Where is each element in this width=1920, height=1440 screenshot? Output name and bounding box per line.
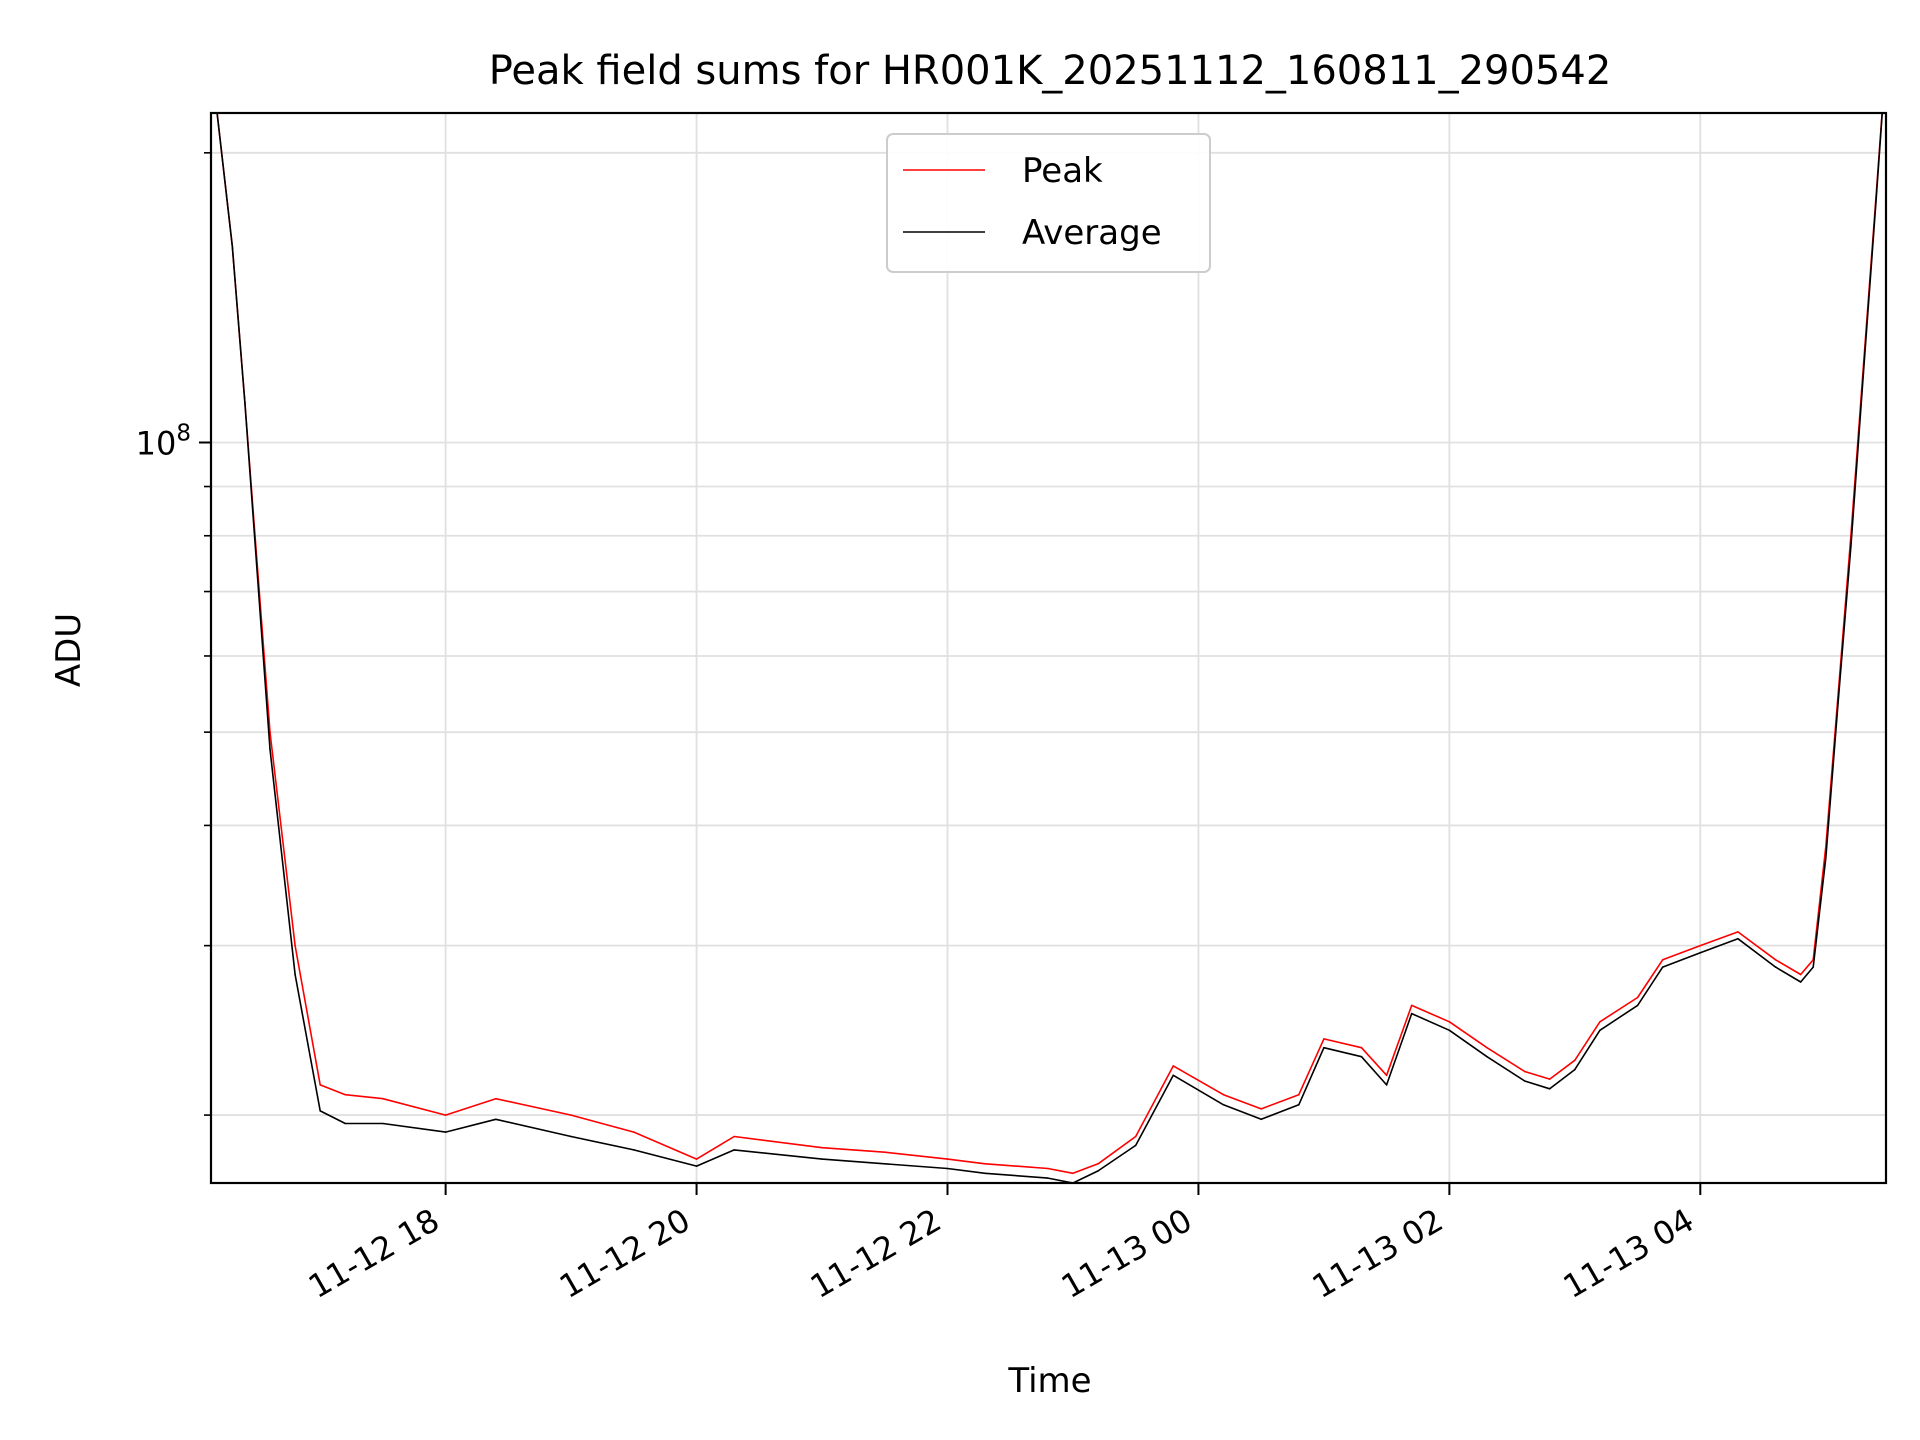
data-point-average — [1837, 699, 1840, 701]
data-point-peak — [495, 1097, 497, 1100]
data-point-average — [1385, 1084, 1388, 1086]
data-point-average — [269, 748, 271, 750]
data-point-peak — [1047, 1167, 1049, 1170]
data-point-peak — [1636, 996, 1639, 999]
y-axis: 108 — [136, 152, 211, 1116]
chart-title: Peak field sums for HR001K_20251112_1608… — [489, 48, 1612, 94]
data-point-average — [1636, 1004, 1639, 1007]
data-point-average — [733, 1149, 735, 1151]
data-point-average — [1599, 1029, 1601, 1032]
data-point-peak — [319, 1084, 322, 1086]
data-point-average — [695, 1165, 698, 1167]
data-point-peak — [1097, 1163, 1099, 1165]
data-point-peak — [1661, 959, 1664, 961]
data-point-peak — [344, 1093, 347, 1096]
data-point-average — [984, 1172, 986, 1175]
data-point-average — [1323, 1046, 1325, 1049]
data-point-average — [1875, 200, 1877, 203]
y-axis-label: ADU — [49, 613, 89, 687]
data-point-peak — [633, 1131, 635, 1133]
data-point-peak — [984, 1163, 986, 1165]
data-point-average — [1850, 545, 1852, 548]
data-point-average — [382, 1122, 384, 1125]
data-point-average — [1661, 966, 1664, 968]
data-point-average — [1548, 1088, 1551, 1090]
data-point-average — [1486, 1055, 1488, 1058]
data-point-peak — [1134, 1135, 1137, 1138]
data-point-peak — [1486, 1046, 1488, 1049]
data-point-average — [1047, 1177, 1049, 1179]
data-point-average — [1862, 372, 1865, 375]
data-point-average — [294, 973, 296, 976]
data-point-average — [1360, 1055, 1363, 1058]
data-point-peak — [1448, 1021, 1451, 1023]
y-tick-label-base: 10 — [136, 424, 177, 462]
data-point-average — [1097, 1170, 1099, 1172]
data-point-peak — [570, 1114, 572, 1116]
data-point-average — [319, 1110, 322, 1112]
data-point-peak — [946, 1158, 949, 1160]
data-point-peak — [1260, 1108, 1262, 1110]
data-point-average — [1523, 1080, 1526, 1082]
data-point-peak — [1774, 959, 1777, 961]
data-point-peak — [695, 1158, 698, 1160]
data-point-peak — [1172, 1065, 1175, 1067]
data-point-peak — [294, 944, 296, 947]
data-point-peak — [1523, 1070, 1526, 1073]
data-point-average — [1260, 1118, 1262, 1121]
data-point-peak — [1737, 931, 1739, 933]
plot-area-frame — [209, 111, 1888, 1185]
data-point-average — [1298, 1104, 1300, 1106]
data-point-average — [1172, 1074, 1175, 1077]
data-point-average — [884, 1163, 886, 1165]
legend-box — [886, 133, 1211, 273]
data-point-average — [444, 1131, 447, 1133]
data-point-peak — [1599, 1021, 1601, 1023]
data-point-average — [1134, 1144, 1137, 1147]
data-point-peak — [269, 731, 271, 733]
data-point-peak — [1323, 1038, 1325, 1040]
data-point-peak — [1072, 1172, 1074, 1175]
data-point-peak — [1298, 1093, 1300, 1096]
data-point-average — [570, 1135, 572, 1138]
data-point-average — [1825, 857, 1827, 859]
data-point-average — [495, 1118, 497, 1121]
data-point-average — [946, 1167, 949, 1170]
data-point-average — [244, 401, 246, 404]
data-point-average — [1799, 981, 1802, 983]
data-point-peak — [821, 1146, 823, 1149]
data-point-average — [344, 1122, 347, 1125]
data-point-peak — [1222, 1093, 1225, 1096]
data-point-average — [821, 1158, 823, 1160]
legend: Peak Average — [886, 133, 1211, 273]
data-point-average — [1699, 951, 1702, 954]
data-point-peak — [1548, 1078, 1551, 1080]
data-point-average — [1410, 1012, 1413, 1015]
legend-peak-label: Peak — [1022, 151, 1103, 191]
data-point-average — [231, 245, 234, 247]
data-point-peak — [733, 1135, 735, 1138]
y-tick-label: 108 — [136, 420, 191, 462]
legend-average-label: Average — [1022, 213, 1162, 253]
data-point-peak — [1799, 973, 1802, 976]
data-point-average — [1774, 966, 1777, 968]
x-axis-label: Time — [1007, 1361, 1091, 1401]
data-point-peak — [1699, 944, 1702, 947]
data-point-average — [1737, 937, 1739, 940]
data-point-peak — [382, 1097, 384, 1100]
data-point-average — [1812, 966, 1814, 968]
data-point-peak — [1410, 1004, 1413, 1007]
series-layer — [216, 113, 1884, 1183]
y-tick-label-exponent: 8 — [176, 420, 191, 446]
data-point-average — [1574, 1068, 1576, 1071]
data-point-peak — [1385, 1074, 1388, 1077]
data-point-average — [1222, 1104, 1225, 1106]
data-point-peak — [884, 1151, 886, 1153]
data-point-peak — [1360, 1046, 1363, 1049]
data-point-peak — [1574, 1059, 1576, 1062]
data-point-peak — [444, 1114, 447, 1116]
data-point-average — [633, 1149, 635, 1151]
data-point-average — [1448, 1029, 1451, 1032]
